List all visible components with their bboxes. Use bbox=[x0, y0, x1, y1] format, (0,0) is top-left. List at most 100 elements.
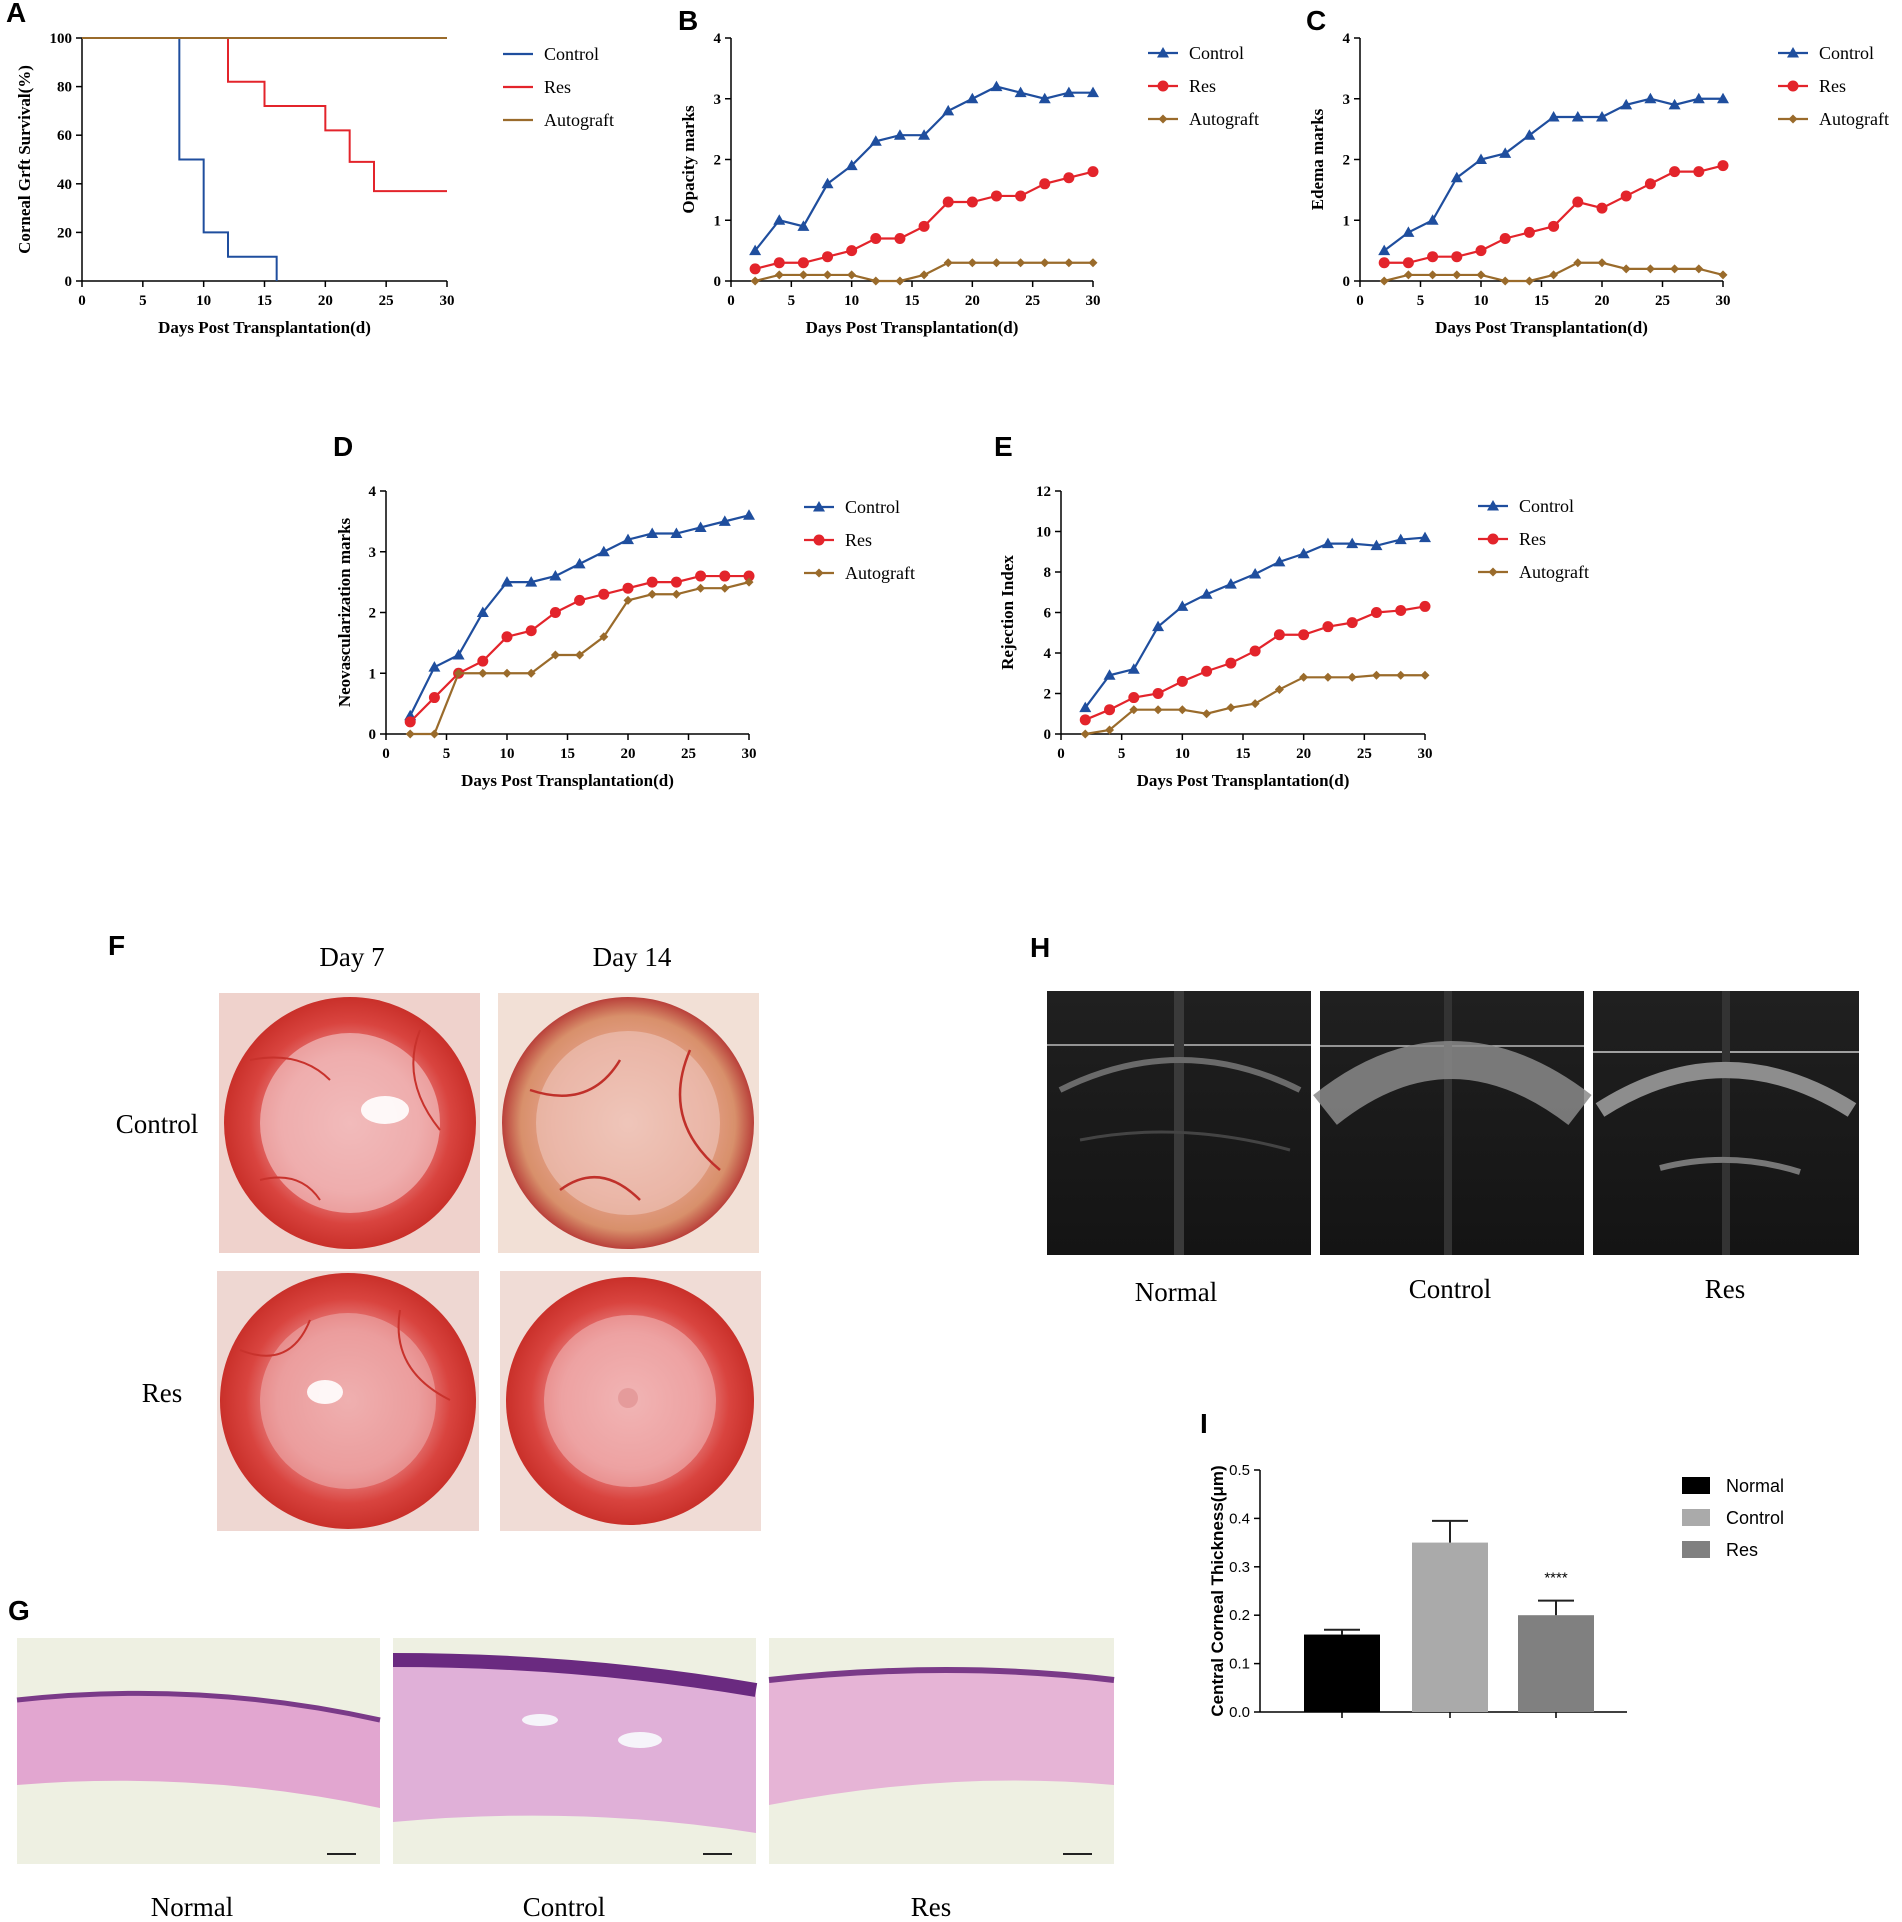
y-tick-label: 20 bbox=[57, 225, 72, 241]
x-tick-label: 25 bbox=[681, 746, 696, 762]
panel-letter-c: C bbox=[1306, 5, 1326, 36]
data-point-autograft bbox=[671, 589, 681, 599]
y-tick-label: 2 bbox=[369, 606, 377, 622]
x-tick-label: 15 bbox=[257, 293, 272, 309]
data-point-res bbox=[1395, 604, 1407, 616]
y-tick-label: 4 bbox=[714, 31, 722, 47]
panel-letter-e: E bbox=[994, 431, 1013, 462]
x-tick-label: 10 bbox=[500, 746, 515, 762]
y-tick-label: 0.3 bbox=[1229, 1559, 1250, 1576]
data-point-autograft bbox=[1347, 672, 1357, 682]
x-tick-label: 25 bbox=[379, 293, 394, 309]
data-point-control bbox=[573, 557, 586, 569]
data-point-autograft bbox=[1476, 270, 1486, 280]
data-point-control bbox=[525, 576, 538, 587]
x-tick-label: 25 bbox=[1357, 746, 1372, 762]
x-tick-label: 25 bbox=[1655, 293, 1670, 309]
data-point-autograft bbox=[1274, 684, 1284, 694]
data-point-res bbox=[622, 582, 634, 594]
legend-swatch-normal bbox=[1682, 1477, 1710, 1494]
data-point-control bbox=[549, 570, 562, 581]
y-tick-label: 2 bbox=[1343, 153, 1351, 169]
data-point-control bbox=[1596, 110, 1608, 122]
x-tick-label: 10 bbox=[196, 293, 211, 309]
panel-h-oct-images: Normal Control Res bbox=[1047, 991, 1859, 1307]
y-tick-label: 60 bbox=[57, 128, 72, 144]
y-tick-label: 1 bbox=[1343, 213, 1351, 229]
data-point-res bbox=[1402, 257, 1414, 269]
data-point-autograft bbox=[1064, 258, 1074, 268]
legend-label-autograft: Autograft bbox=[1189, 109, 1259, 129]
data-point-res bbox=[1225, 657, 1237, 669]
y-tick-label: 100 bbox=[50, 31, 73, 47]
y-tick-label: 40 bbox=[57, 177, 72, 193]
significance-annotation: **** bbox=[1544, 1570, 1568, 1587]
y-axis-title: Central Corneal Thickness(μm) bbox=[1208, 1465, 1227, 1716]
data-point-res bbox=[1427, 251, 1439, 263]
oct-image-res bbox=[1593, 991, 1859, 1255]
data-point-autograft bbox=[967, 258, 977, 268]
data-point-res bbox=[1176, 675, 1188, 687]
data-point-control bbox=[476, 606, 489, 617]
data-point-autograft bbox=[823, 270, 833, 280]
x-tick-label: 25 bbox=[1025, 293, 1040, 309]
data-point-autograft bbox=[1226, 703, 1236, 713]
data-point-control bbox=[918, 129, 931, 140]
data-point-autograft bbox=[1129, 705, 1139, 715]
y-tick-label: 0 bbox=[714, 274, 722, 290]
data-point-control bbox=[1419, 531, 1431, 543]
data-point-autograft bbox=[750, 276, 760, 286]
y-tick-label: 2 bbox=[714, 153, 722, 169]
data-point-res bbox=[1620, 190, 1632, 202]
data-point-res bbox=[743, 570, 755, 582]
data-point-control bbox=[694, 521, 707, 532]
data-point-res bbox=[1693, 166, 1705, 178]
data-point-autograft bbox=[1621, 264, 1631, 274]
panel-f-row-label-res: Res bbox=[142, 1378, 183, 1408]
data-point-autograft bbox=[1645, 264, 1655, 274]
data-point-control bbox=[646, 527, 659, 539]
legend-marker-control bbox=[813, 501, 825, 512]
y-tick-label: 4 bbox=[369, 484, 377, 500]
x-axis-title: Days Post Transplantation(d) bbox=[1137, 771, 1350, 790]
y-tick-label: 3 bbox=[714, 92, 722, 108]
data-point-control bbox=[718, 515, 731, 526]
panel-letter-g: G bbox=[8, 1595, 30, 1626]
data-point-res bbox=[1596, 202, 1608, 214]
data-point-res bbox=[870, 232, 882, 244]
legend-marker-res bbox=[1487, 533, 1499, 545]
data-point-res bbox=[1322, 621, 1334, 633]
x-tick-label: 0 bbox=[78, 293, 86, 309]
data-point-res bbox=[846, 245, 858, 257]
y-tick-label: 0 bbox=[1343, 274, 1351, 290]
y-axis-title: Neovascularization marks bbox=[335, 517, 354, 707]
data-point-res bbox=[1346, 617, 1358, 629]
x-tick-label: 30 bbox=[440, 293, 455, 309]
legend-label-res: Res bbox=[1519, 529, 1546, 549]
panel-g-histology: Normal Control Res bbox=[16, 1638, 1115, 1922]
data-point-autograft bbox=[1250, 699, 1260, 709]
x-tick-label: 10 bbox=[1474, 293, 1489, 309]
data-point-res bbox=[1039, 178, 1051, 190]
data-point-autograft bbox=[1428, 270, 1438, 280]
panel-f-col-label-day7: Day 7 bbox=[319, 942, 384, 972]
y-tick-label: 4 bbox=[1044, 646, 1052, 662]
x-tick-label: 15 bbox=[560, 746, 575, 762]
legend-label-autograft: Autograft bbox=[544, 110, 614, 130]
data-point-res bbox=[1548, 220, 1560, 232]
legend-marker-autograft bbox=[1488, 567, 1498, 577]
x-tick-label: 0 bbox=[1057, 746, 1065, 762]
data-point-control bbox=[1127, 663, 1140, 674]
data-point-control bbox=[1402, 226, 1415, 237]
data-point-control bbox=[1224, 578, 1237, 589]
data-point-res bbox=[1378, 257, 1390, 269]
legend-marker-autograft bbox=[1158, 114, 1168, 124]
data-point-autograft bbox=[696, 583, 706, 593]
data-point-autograft bbox=[919, 270, 929, 280]
data-point-res bbox=[1015, 190, 1027, 202]
chart-c-edema: 0 1 2 3 4 0 5 10 15 20 25 30 Days Post Transplantati… bbox=[1308, 31, 1889, 337]
oct-image-control bbox=[1313, 991, 1592, 1255]
data-point-control bbox=[1038, 92, 1051, 104]
data-point-res bbox=[646, 576, 658, 588]
